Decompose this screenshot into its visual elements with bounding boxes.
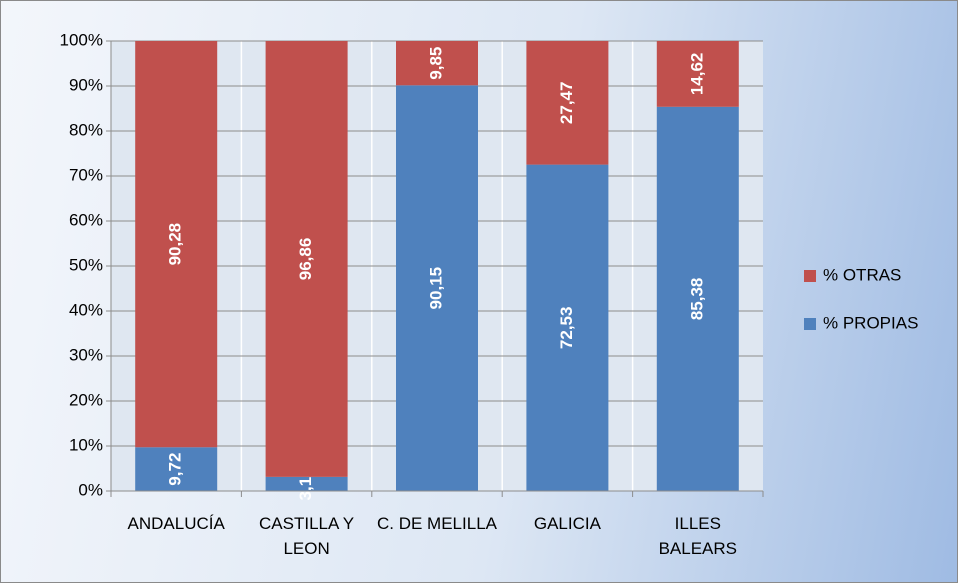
y-tick-label: 70% (69, 165, 103, 184)
data-label: 90,15 (426, 267, 445, 310)
bar-segment (396, 41, 478, 86)
data-label: 85,38 (687, 278, 706, 321)
data-label: 96,86 (296, 238, 315, 281)
data-label: 9,72 (166, 453, 185, 486)
legend-swatch (804, 270, 816, 282)
y-tick-label: 90% (69, 75, 103, 94)
y-tick-label: 0% (78, 480, 103, 499)
bar-segment (526, 41, 609, 165)
data-label: 14,62 (687, 53, 706, 96)
bar-segment (396, 85, 478, 491)
x-tick-label: ANDALUCÍA (127, 514, 225, 533)
y-tick-label: 80% (69, 120, 103, 139)
y-tick-label: 50% (69, 255, 103, 274)
y-tick-label: 10% (69, 435, 103, 454)
bar-segment (265, 41, 348, 477)
bar-segment (656, 41, 739, 107)
bar-segment (265, 476, 348, 491)
bar-segment (656, 106, 739, 491)
data-label: 72,53 (557, 307, 576, 350)
legend-label: % OTRAS (823, 265, 901, 284)
data-label: 90,28 (166, 223, 185, 266)
legend-label: % PROPIAS (823, 313, 918, 332)
bar-segment (135, 447, 218, 491)
y-tick-label: 20% (69, 390, 103, 409)
y-tick-label: 60% (69, 210, 103, 229)
data-label: 27,47 (557, 82, 576, 125)
y-tick-label: 30% (69, 345, 103, 364)
y-tick-label: 100% (60, 30, 103, 49)
bar-segment (135, 41, 218, 448)
x-tick-label: CASTILLA Y LEON (259, 514, 355, 558)
x-tick-label: ILLES BALEARS (658, 514, 738, 558)
y-tick-label: 40% (69, 300, 103, 319)
data-label: 9,85 (426, 47, 445, 80)
x-tick-label: C. DE MELILLA (377, 514, 497, 533)
bar-segment (526, 164, 609, 492)
x-tick-label: GALICIA (533, 514, 601, 533)
legend-swatch (804, 318, 816, 330)
